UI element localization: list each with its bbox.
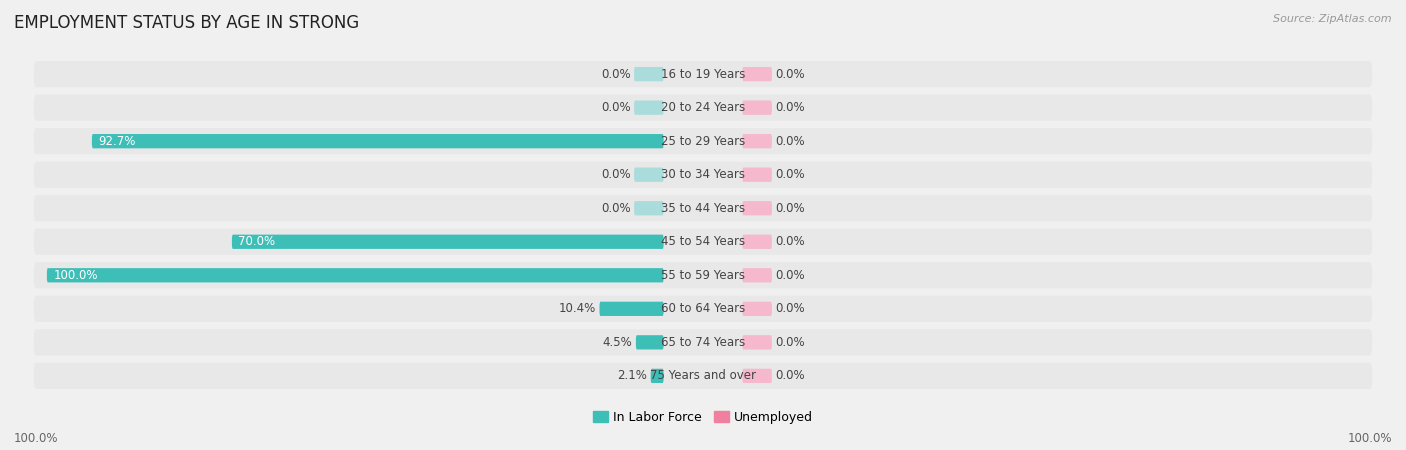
FancyBboxPatch shape <box>742 201 772 216</box>
Text: 0.0%: 0.0% <box>775 101 804 114</box>
FancyBboxPatch shape <box>34 195 1372 221</box>
FancyBboxPatch shape <box>742 302 772 316</box>
FancyBboxPatch shape <box>91 134 664 148</box>
Text: 0.0%: 0.0% <box>775 269 804 282</box>
Text: 35 to 44 Years: 35 to 44 Years <box>661 202 745 215</box>
Text: EMPLOYMENT STATUS BY AGE IN STRONG: EMPLOYMENT STATUS BY AGE IN STRONG <box>14 14 360 32</box>
FancyBboxPatch shape <box>742 67 772 81</box>
Text: 30 to 34 Years: 30 to 34 Years <box>661 168 745 181</box>
FancyBboxPatch shape <box>34 94 1372 121</box>
Text: 0.0%: 0.0% <box>775 369 804 382</box>
FancyBboxPatch shape <box>34 229 1372 255</box>
Text: 0.0%: 0.0% <box>602 168 631 181</box>
Text: 0.0%: 0.0% <box>775 235 804 248</box>
Text: 92.7%: 92.7% <box>98 135 136 148</box>
FancyBboxPatch shape <box>651 369 664 383</box>
Text: 4.5%: 4.5% <box>603 336 633 349</box>
Text: 0.0%: 0.0% <box>775 168 804 181</box>
Text: 0.0%: 0.0% <box>602 101 631 114</box>
Text: 2.1%: 2.1% <box>617 369 647 382</box>
Text: 75 Years and over: 75 Years and over <box>650 369 756 382</box>
FancyBboxPatch shape <box>634 67 664 81</box>
Text: 55 to 59 Years: 55 to 59 Years <box>661 269 745 282</box>
Text: 100.0%: 100.0% <box>1347 432 1392 445</box>
Text: 0.0%: 0.0% <box>775 336 804 349</box>
FancyBboxPatch shape <box>232 234 664 249</box>
Text: Source: ZipAtlas.com: Source: ZipAtlas.com <box>1274 14 1392 23</box>
FancyBboxPatch shape <box>34 363 1372 389</box>
FancyBboxPatch shape <box>34 262 1372 288</box>
Text: 0.0%: 0.0% <box>775 135 804 148</box>
FancyBboxPatch shape <box>742 100 772 115</box>
Text: 20 to 24 Years: 20 to 24 Years <box>661 101 745 114</box>
FancyBboxPatch shape <box>742 369 772 383</box>
FancyBboxPatch shape <box>742 234 772 249</box>
FancyBboxPatch shape <box>634 201 664 216</box>
Text: 100.0%: 100.0% <box>14 432 59 445</box>
FancyBboxPatch shape <box>34 128 1372 154</box>
Text: 70.0%: 70.0% <box>239 235 276 248</box>
FancyBboxPatch shape <box>742 167 772 182</box>
Text: 0.0%: 0.0% <box>602 202 631 215</box>
Text: 100.0%: 100.0% <box>53 269 98 282</box>
FancyBboxPatch shape <box>636 335 664 350</box>
Text: 25 to 29 Years: 25 to 29 Years <box>661 135 745 148</box>
FancyBboxPatch shape <box>634 167 664 182</box>
Text: 0.0%: 0.0% <box>775 202 804 215</box>
Text: 10.4%: 10.4% <box>560 302 596 315</box>
FancyBboxPatch shape <box>34 329 1372 356</box>
FancyBboxPatch shape <box>742 134 772 148</box>
FancyBboxPatch shape <box>34 296 1372 322</box>
FancyBboxPatch shape <box>34 162 1372 188</box>
Text: 0.0%: 0.0% <box>775 68 804 81</box>
Text: 65 to 74 Years: 65 to 74 Years <box>661 336 745 349</box>
FancyBboxPatch shape <box>34 61 1372 87</box>
Text: 60 to 64 Years: 60 to 64 Years <box>661 302 745 315</box>
Text: 0.0%: 0.0% <box>602 68 631 81</box>
FancyBboxPatch shape <box>46 268 664 283</box>
FancyBboxPatch shape <box>599 302 664 316</box>
FancyBboxPatch shape <box>742 335 772 350</box>
Text: 0.0%: 0.0% <box>775 302 804 315</box>
Legend: In Labor Force, Unemployed: In Labor Force, Unemployed <box>593 411 813 424</box>
FancyBboxPatch shape <box>742 268 772 283</box>
Text: 45 to 54 Years: 45 to 54 Years <box>661 235 745 248</box>
FancyBboxPatch shape <box>634 100 664 115</box>
Text: 16 to 19 Years: 16 to 19 Years <box>661 68 745 81</box>
